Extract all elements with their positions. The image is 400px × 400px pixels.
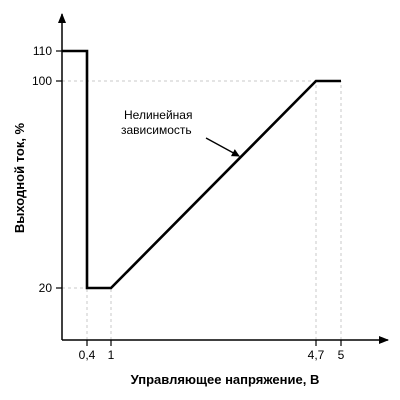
tick-marks: 0,4 1 4,7 5 20 100 110 — [32, 44, 345, 362]
annotation-text-line-1: Нелинейная — [124, 108, 192, 122]
y-axis-title: Выходной ток, % — [12, 122, 27, 233]
y-tick-label: 20 — [39, 281, 53, 295]
series-line — [62, 49, 341, 290]
x-tick-label: 4,7 — [308, 348, 325, 362]
y-tick-label: 100 — [32, 74, 52, 88]
annotation-text-line-2: зависимость — [121, 123, 192, 137]
series-group — [62, 49, 341, 290]
x-tick-label: 1 — [108, 348, 115, 362]
y-tick-label: 110 — [33, 44, 52, 58]
annotation-arrow — [205, 137, 240, 157]
x-tick-label: 5 — [338, 348, 345, 362]
annotation: Нелинейная зависимость — [121, 108, 240, 157]
x-tick-label: 0,4 — [79, 348, 96, 362]
x-axis-title: Управляющее напряжение, В — [131, 372, 320, 387]
